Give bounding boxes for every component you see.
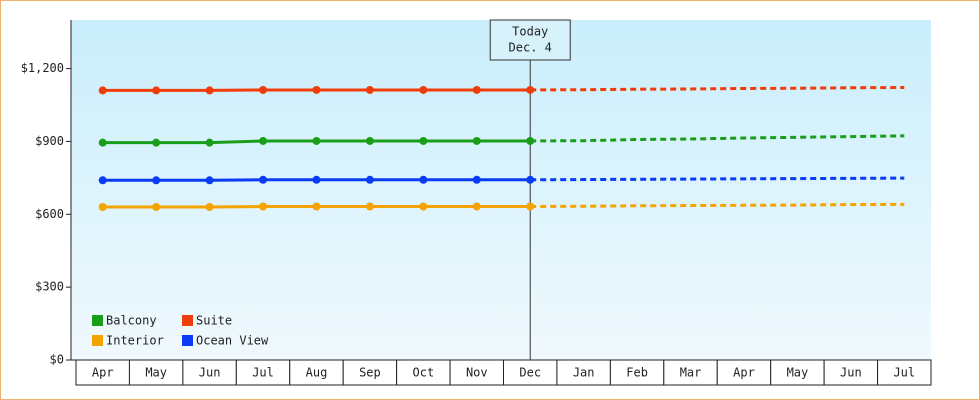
x-tick-box <box>823 359 879 386</box>
point <box>526 202 535 211</box>
point <box>259 85 268 94</box>
x-tick-label: Nov <box>466 366 488 380</box>
legend-label: Balcony <box>106 314 157 328</box>
forecast-line <box>530 176 905 182</box>
point <box>472 136 481 145</box>
point <box>205 203 214 211</box>
today-box <box>489 19 571 61</box>
point <box>98 176 107 185</box>
point <box>365 85 374 94</box>
x-tick-label: Aug <box>306 366 328 380</box>
legend-swatch <box>92 315 103 326</box>
today-label: Dec. 4 <box>509 41 552 55</box>
point <box>419 136 428 145</box>
legend-label: Interior <box>106 334 164 348</box>
point <box>312 175 321 184</box>
x-tick-box <box>75 359 130 386</box>
point <box>419 85 428 94</box>
point <box>259 175 268 184</box>
x-tick-label: Apr <box>733 366 755 380</box>
x-tick-label: Jun <box>199 366 221 380</box>
point <box>365 202 374 211</box>
x-tick-box <box>716 359 772 386</box>
point <box>365 136 374 145</box>
x-tick-label: Sep <box>359 366 381 380</box>
y-tick-label: $0 <box>50 353 64 367</box>
point <box>472 175 481 184</box>
today-label: Today <box>512 25 548 39</box>
x-tick-label: Dec <box>519 366 541 380</box>
x-tick-label: May <box>145 366 167 380</box>
point <box>312 85 321 94</box>
point <box>152 203 161 211</box>
y-tick-label: $300 <box>35 280 64 294</box>
y-tick-label: $900 <box>35 134 64 148</box>
point <box>365 175 374 184</box>
forecast-line <box>530 86 905 92</box>
forecast-line <box>530 134 905 143</box>
x-tick-label: Jan <box>573 366 595 380</box>
point <box>472 85 481 94</box>
point <box>526 136 535 145</box>
x-tick-box <box>556 359 611 386</box>
x-tick-box <box>289 359 344 386</box>
y-tick-label: $1,200 <box>21 61 64 75</box>
legend-label: Suite <box>196 314 232 328</box>
legend-swatch <box>182 335 193 346</box>
x-tick-box <box>182 359 237 386</box>
point <box>526 85 535 94</box>
point <box>205 176 214 185</box>
x-tick-label: Mar <box>680 366 702 380</box>
legend-swatch <box>92 335 103 346</box>
point <box>526 175 535 184</box>
point <box>472 202 481 211</box>
y-tick-label: $600 <box>35 207 64 221</box>
x-tick-label: Jul <box>893 366 915 380</box>
point <box>152 138 161 147</box>
point <box>259 136 268 145</box>
legend-label: Ocean View <box>196 334 269 348</box>
point <box>152 176 161 185</box>
x-tick-label: Apr <box>92 366 114 380</box>
x-tick-box <box>235 359 291 386</box>
x-tick-label: May <box>787 366 809 380</box>
x-tick-label: Jul <box>252 366 274 380</box>
x-tick-label: Jun <box>840 366 862 380</box>
point <box>259 202 268 211</box>
point <box>419 202 428 211</box>
point <box>98 86 107 95</box>
x-tick-box <box>449 359 504 386</box>
point <box>205 138 214 147</box>
point <box>98 138 107 147</box>
x-tick-box <box>663 359 718 386</box>
x-tick-label: Feb <box>626 366 648 380</box>
legend-swatch <box>182 315 193 326</box>
x-tick-label: Oct <box>413 366 435 380</box>
plot-area <box>71 20 931 360</box>
x-tick-box <box>877 359 932 386</box>
point <box>98 203 107 211</box>
point <box>419 175 428 184</box>
point <box>152 86 161 95</box>
x-tick-box <box>128 359 184 386</box>
point <box>205 86 214 95</box>
point <box>312 202 321 211</box>
forecast-line <box>530 202 905 209</box>
point <box>312 136 321 145</box>
